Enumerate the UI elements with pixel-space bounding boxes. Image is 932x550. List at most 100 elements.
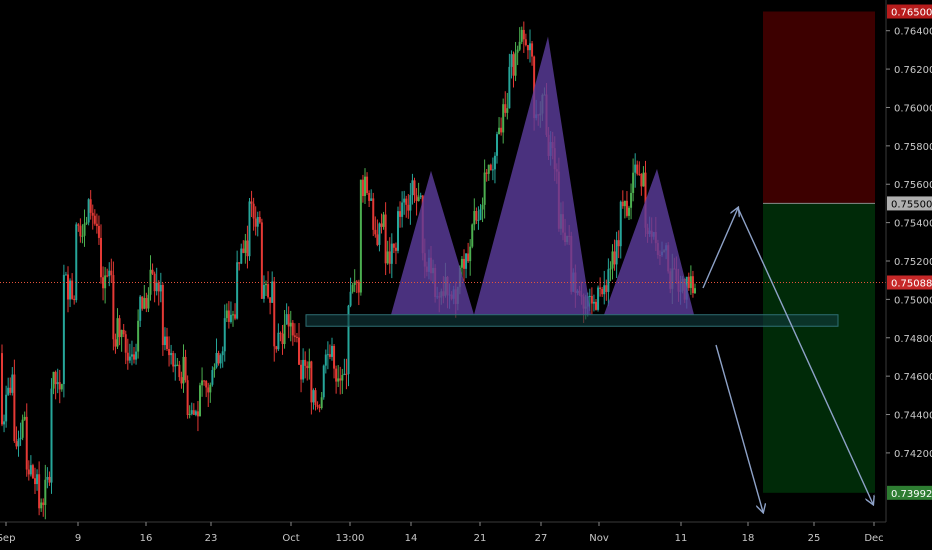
candle-body [607,269,610,292]
candle-body [611,251,614,269]
candle-body [588,295,591,297]
candle-body [254,218,257,227]
candle-body [19,437,22,440]
candle-body [460,258,463,268]
candle-body [213,367,216,371]
candle-body [17,439,20,447]
candle-body [386,251,389,264]
candle-body [302,359,305,380]
candle-body [491,169,494,171]
left-shoulder[interactable] [391,170,474,315]
candle-body [405,198,408,205]
candle-body [23,416,26,420]
candle-body [104,275,107,289]
candle-body [120,329,123,338]
candle-body [312,390,315,403]
price-label-badge[interactable] [887,4,932,19]
candle-body [341,375,344,381]
candle-body [44,479,47,506]
overlays[interactable] [0,208,886,512]
candle-body [471,224,474,247]
candle-body [524,39,527,46]
time-tick-label: 9 [75,533,81,544]
candle-body [465,253,468,269]
time-axis[interactable]: Sep 9 16 23 Oct 13:00 14 21 27 Nov 11 18 25 Dec [0,521,932,550]
candle-body [56,382,59,385]
candle-body [463,258,465,269]
candle-body [475,211,478,221]
candle-body [529,43,531,51]
take-profit-zone[interactable] [763,203,875,493]
candle-body [615,240,618,265]
candle-body [199,385,201,417]
candle-body [279,332,282,334]
time-tick-label: 23 [205,533,218,544]
candle-body [126,352,129,361]
candle-body [248,201,251,257]
candle-body [67,274,69,300]
candle-body [21,419,24,438]
candle-body [50,388,53,483]
candle-body [366,176,369,194]
candle-body [304,359,307,366]
candle-body [7,387,10,395]
price-label-badge[interactable] [887,196,932,211]
risk-reward-zones[interactable] [763,11,875,493]
right-shoulder[interactable] [604,168,694,315]
candle-body [157,282,160,292]
candle-body [630,192,633,208]
candle-body [632,172,635,193]
candle-body [388,251,391,264]
candle-body [621,201,624,207]
candle-body [267,284,270,298]
head[interactable] [474,36,591,315]
candle-body [605,285,608,292]
candle-body [531,43,534,57]
price-label-text: 0.75500 [891,199,932,210]
price-axis[interactable]: 0.76400 0.76200 0.76000 0.75800 0.75600 0.754… [885,0,932,550]
candle-body [508,66,511,109]
candle-body [483,172,486,205]
price-tick-label: 0.74200 [894,449,932,460]
candle-body [217,353,220,364]
price-axis-background [886,0,932,550]
candle-body [265,284,267,286]
stop-loss-zone[interactable] [763,11,875,204]
candle-body [269,297,272,303]
candle-body [128,356,131,361]
price-label-badge[interactable] [887,485,932,500]
candle-body [31,465,34,479]
candle-body [595,301,597,310]
bullish-arrow-down-to-target[interactable] [737,207,873,504]
candle-body [112,275,115,340]
candle-body [232,314,234,316]
candle-body [29,465,32,475]
neckline-zone[interactable] [305,314,839,327]
price-label-badge[interactable] [887,275,932,290]
candle-body [467,253,470,262]
candle-body [326,354,329,356]
candle-body [489,164,492,171]
head-and-shoulders-pattern[interactable] [391,36,694,315]
candle-body [238,262,241,264]
candle-body [357,281,360,293]
candle-body [351,284,354,292]
candle-body [242,248,245,253]
candle-body [374,229,377,235]
candle-body [168,349,171,356]
bearish-breakdown-arrow[interactable] [715,344,763,512]
candle-body [636,164,639,174]
candle-body [300,364,303,380]
price-label-text: 0.75088 [891,278,932,289]
candle-body [219,355,222,364]
candle-body [186,380,189,415]
candle-body [170,353,173,356]
candle-body [613,251,616,265]
candle-body [625,200,628,216]
candle-body [13,374,16,442]
time-tick-label: 18 [742,533,755,544]
candle-body [419,195,422,198]
candle-body [166,336,168,350]
bullish-arrow-up[interactable] [702,208,738,289]
